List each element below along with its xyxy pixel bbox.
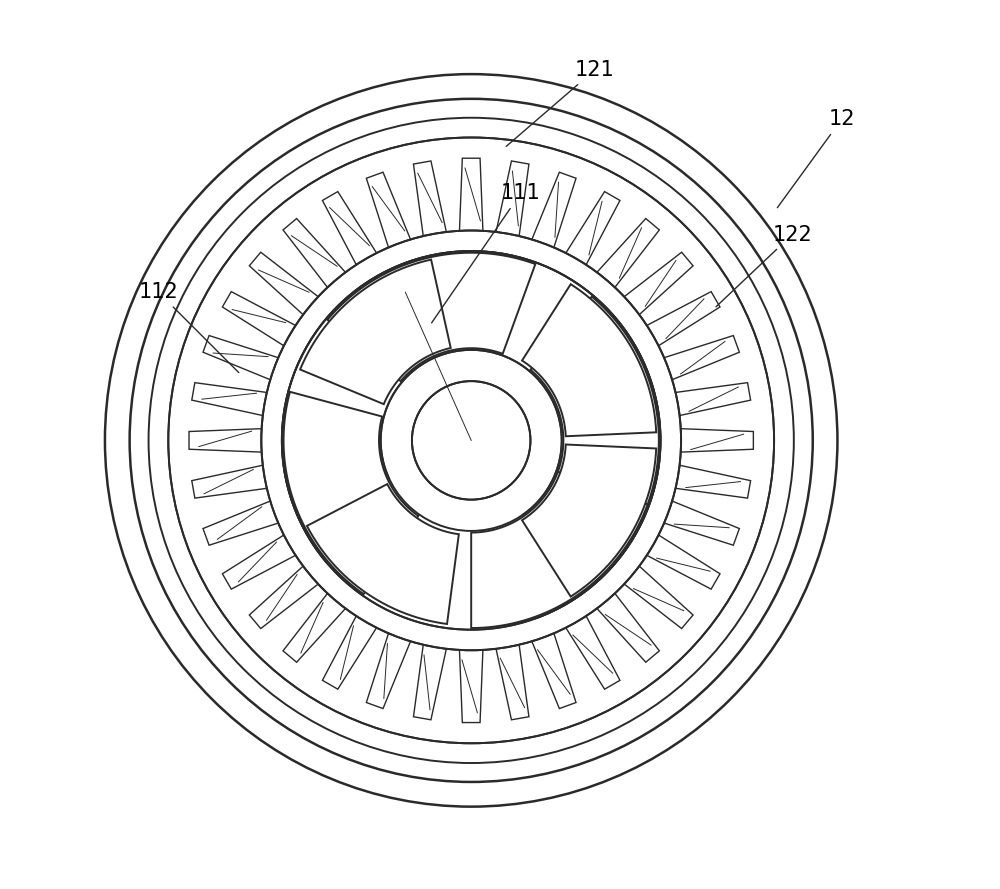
Polygon shape xyxy=(597,593,659,662)
Polygon shape xyxy=(222,292,296,346)
Polygon shape xyxy=(459,650,483,723)
Text: 12: 12 xyxy=(777,109,855,208)
Polygon shape xyxy=(366,633,411,709)
Polygon shape xyxy=(189,428,262,453)
Polygon shape xyxy=(624,566,693,629)
Polygon shape xyxy=(676,465,751,498)
Polygon shape xyxy=(664,501,739,545)
Polygon shape xyxy=(530,297,659,505)
Text: 121: 121 xyxy=(506,60,615,147)
Polygon shape xyxy=(307,485,459,624)
Polygon shape xyxy=(322,192,377,265)
Polygon shape xyxy=(283,219,345,287)
Polygon shape xyxy=(647,535,720,589)
Polygon shape xyxy=(284,392,418,594)
Polygon shape xyxy=(459,158,483,231)
Circle shape xyxy=(105,74,837,806)
Polygon shape xyxy=(413,161,446,236)
Polygon shape xyxy=(597,219,659,287)
Text: 122: 122 xyxy=(716,225,812,307)
Polygon shape xyxy=(192,465,267,498)
Polygon shape xyxy=(532,172,576,247)
Polygon shape xyxy=(203,501,278,545)
Polygon shape xyxy=(222,535,296,589)
Polygon shape xyxy=(681,428,753,453)
Polygon shape xyxy=(249,566,318,629)
Text: 112: 112 xyxy=(139,282,239,372)
Polygon shape xyxy=(366,172,411,247)
Polygon shape xyxy=(532,633,576,709)
Circle shape xyxy=(168,138,774,743)
Circle shape xyxy=(412,381,530,500)
Polygon shape xyxy=(676,382,751,415)
Polygon shape xyxy=(522,284,656,436)
Circle shape xyxy=(282,251,660,629)
Polygon shape xyxy=(327,252,535,381)
Polygon shape xyxy=(322,616,377,689)
Polygon shape xyxy=(566,192,620,265)
Polygon shape xyxy=(566,616,620,689)
Circle shape xyxy=(261,230,681,650)
Polygon shape xyxy=(624,252,693,315)
Polygon shape xyxy=(522,444,656,597)
Polygon shape xyxy=(496,161,529,236)
Polygon shape xyxy=(249,252,318,315)
Polygon shape xyxy=(192,382,267,415)
Text: 111: 111 xyxy=(432,183,540,323)
Polygon shape xyxy=(647,292,720,346)
Polygon shape xyxy=(664,335,739,380)
Polygon shape xyxy=(471,472,648,628)
Polygon shape xyxy=(413,645,446,720)
Polygon shape xyxy=(203,335,278,380)
Polygon shape xyxy=(283,593,345,662)
Polygon shape xyxy=(300,260,451,404)
Polygon shape xyxy=(496,645,529,720)
